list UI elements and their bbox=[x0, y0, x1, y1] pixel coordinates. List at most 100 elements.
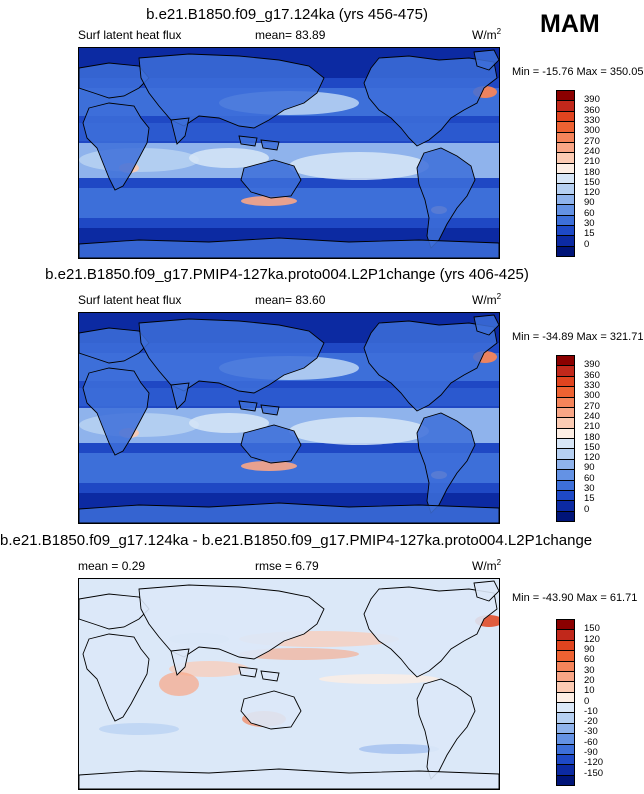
panel1-title: b.e21.B1850.f09_g17.124ka (yrs 456-475) bbox=[146, 6, 428, 23]
colorbar-tick-label: 360 bbox=[584, 369, 600, 381]
colorbar-swatch bbox=[557, 459, 574, 471]
colorbar-tick-label: 150 bbox=[584, 176, 600, 188]
colorbar-tick-label: 10 bbox=[584, 685, 595, 697]
colorbar-tick-label: -150 bbox=[584, 767, 604, 779]
colorbar-swatch bbox=[557, 122, 574, 133]
colorbar-tick-label: -10 bbox=[584, 705, 598, 717]
colorbar-swatch bbox=[557, 397, 574, 408]
colorbar-tick-label: -120 bbox=[584, 757, 604, 769]
colorbar-swatch bbox=[557, 215, 574, 226]
colorbar-swatch bbox=[557, 91, 574, 102]
colorbar-swatch bbox=[557, 111, 574, 123]
colorbar-swatch bbox=[557, 356, 574, 367]
colorbar-swatch bbox=[557, 142, 574, 154]
colorbar-swatch bbox=[557, 671, 574, 683]
colorbar-swatch bbox=[557, 366, 574, 377]
colorbar-tick-label: 210 bbox=[584, 421, 600, 433]
colorbar-tick-label: 120 bbox=[584, 187, 600, 199]
colorbar-swatch bbox=[557, 205, 574, 216]
panel1-minmax: Min = -15.76 Max = 350.05 bbox=[512, 66, 644, 78]
colorbar-swatch bbox=[557, 153, 574, 164]
colorbar-tick-label: 180 bbox=[584, 431, 600, 443]
colorbar-swatch bbox=[557, 428, 574, 439]
panel1-variable-label: Surf latent heat flux bbox=[78, 28, 182, 42]
colorbar-tick-label: 30 bbox=[584, 483, 595, 495]
colorbar-tick-label: 180 bbox=[584, 166, 600, 178]
panel2-map bbox=[78, 312, 500, 524]
colorbar-swatch bbox=[557, 449, 574, 460]
colorbar-swatch bbox=[557, 174, 574, 185]
colorbar-swatch bbox=[557, 765, 574, 776]
colorbar-tick-label: -20 bbox=[584, 716, 598, 728]
colorbar-tick-label: 120 bbox=[584, 452, 600, 464]
colorbar-tick-label: 60 bbox=[584, 472, 595, 484]
panel3-rmse-label: rmse = 6.79 bbox=[255, 559, 319, 573]
season-label: MAM bbox=[540, 10, 600, 38]
colorbar-tick-label: 240 bbox=[584, 145, 600, 157]
colorbar-swatch bbox=[557, 713, 574, 724]
panel3-colorbar bbox=[556, 619, 575, 786]
colorbar-tick-label: 90 bbox=[584, 462, 595, 474]
colorbar-swatch bbox=[557, 387, 574, 398]
colorbar-tick-label: 0 bbox=[584, 695, 590, 707]
colorbar-swatch bbox=[557, 132, 574, 143]
panel2-minmax: Min = -34.89 Max = 321.71 bbox=[512, 331, 644, 343]
colorbar-tick-label: 30 bbox=[584, 218, 595, 230]
panel1-mean-label: mean= 83.89 bbox=[255, 28, 326, 42]
colorbar-tick-label: 390 bbox=[584, 359, 600, 371]
colorbar-swatch bbox=[557, 744, 574, 755]
panel1-colorbar bbox=[556, 90, 575, 257]
colorbar-tick-label: 210 bbox=[584, 156, 600, 168]
colorbar-swatch bbox=[557, 651, 574, 662]
colorbar-swatch bbox=[557, 723, 574, 735]
colorbar-swatch bbox=[557, 630, 574, 641]
panel3-units-label: W/m2 bbox=[472, 558, 502, 573]
colorbar-tick-label: -30 bbox=[584, 726, 598, 738]
colorbar-tick-label: 15 bbox=[584, 228, 595, 240]
panel2-title: b.e21.B1850.f09_g17.PMIP4-127ka.proto004… bbox=[45, 266, 529, 283]
panel1-units-label: W/m2 bbox=[472, 27, 502, 42]
colorbar-swatch bbox=[557, 470, 574, 481]
colorbar-tick-label: 240 bbox=[584, 410, 600, 422]
colorbar-swatch bbox=[557, 640, 574, 652]
colorbar-tick-label: 90 bbox=[584, 197, 595, 209]
colorbar-tick-label: 120 bbox=[584, 633, 600, 645]
colorbar-swatch bbox=[557, 490, 574, 502]
colorbar-tick-label: 360 bbox=[584, 104, 600, 116]
panel2-units-label: W/m2 bbox=[472, 292, 502, 307]
colorbar-swatch bbox=[557, 734, 574, 745]
colorbar-swatch bbox=[557, 184, 574, 195]
colorbar-swatch bbox=[557, 418, 574, 429]
panel2-colorbar-ticks: 390 360 330 300 270 240 210 180 150 120 90 60 30 15 0 bbox=[584, 355, 624, 520]
colorbar-tick-label: 15 bbox=[584, 493, 595, 505]
panel3-minmax: Min = -43.90 Max = 61.71 bbox=[512, 592, 638, 604]
colorbar-tick-label: 270 bbox=[584, 400, 600, 412]
map-graphic bbox=[79, 48, 499, 258]
colorbar-swatch bbox=[557, 480, 574, 491]
colorbar-swatch bbox=[557, 754, 574, 766]
colorbar-swatch bbox=[557, 703, 574, 714]
colorbar-tick-label: 150 bbox=[584, 441, 600, 453]
map-graphic bbox=[79, 313, 499, 523]
colorbar-swatch bbox=[557, 163, 574, 174]
colorbar-swatch bbox=[557, 101, 574, 112]
colorbar-swatch bbox=[557, 376, 574, 388]
colorbar-swatch bbox=[557, 692, 574, 703]
colorbar-tick-label: -60 bbox=[584, 736, 598, 748]
colorbar-swatch bbox=[557, 501, 574, 512]
panel3-mean-label: mean = 0.29 bbox=[78, 559, 146, 573]
panel1-colorbar-ticks: 390 360 330 300 270 240 210 180 150 120 90 60 30 15 0 bbox=[584, 90, 624, 255]
colorbar-tick-label: 20 bbox=[584, 674, 595, 686]
colorbar-tick-label: 330 bbox=[584, 379, 600, 391]
colorbar-swatch bbox=[557, 511, 574, 521]
colorbar-swatch bbox=[557, 225, 574, 237]
colorbar-tick-label: -90 bbox=[584, 747, 598, 759]
colorbar-swatch bbox=[557, 236, 574, 247]
panel3-title: b.e21.B1850.f09_g17.124ka - b.e21.B1850.… bbox=[0, 532, 593, 549]
panel2-mean-label: mean= 83.60 bbox=[255, 293, 326, 307]
colorbar-tick-label: 30 bbox=[584, 664, 595, 676]
colorbar-tick-label: 0 bbox=[584, 503, 590, 515]
colorbar-tick-label: 300 bbox=[584, 125, 600, 137]
panel3-map bbox=[78, 578, 500, 790]
colorbar-tick-label: 300 bbox=[584, 390, 600, 402]
